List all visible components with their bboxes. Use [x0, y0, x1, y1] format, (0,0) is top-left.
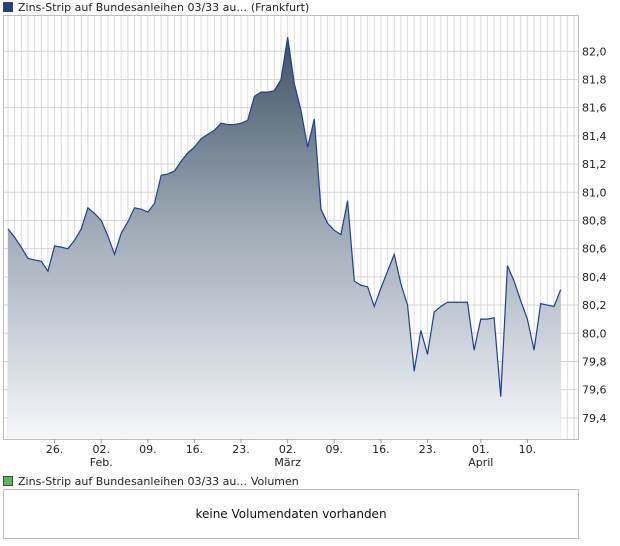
volume-legend: Zins-Strip auf Bundesanleihen 03/33 au..… — [3, 474, 299, 488]
y-tick-label: 81,2 — [582, 158, 607, 171]
price-legend-swatch — [3, 2, 13, 12]
y-tick-label: 80,2 — [582, 299, 607, 312]
price-area-fill — [8, 37, 561, 440]
y-tick-label: 79,6 — [582, 384, 607, 397]
y-tick-label: 81,8 — [582, 73, 607, 86]
volume-legend-swatch — [3, 476, 13, 486]
x-month-label: April — [468, 456, 493, 469]
y-tick-label: 82,0 — [582, 45, 607, 58]
price-chart: ECK 79,4 79,6 79,8 80,0 80,2 80,4 80,6 80,8 81,0… — [4, 16, 607, 469]
y-tick-label: 81,0 — [582, 186, 607, 199]
x-tick-label: 23. — [232, 443, 250, 456]
price-legend: Zins-Strip auf Bundesanleihen 03/33 au..… — [3, 0, 309, 14]
price-legend-title: Zins-Strip auf Bundesanleihen 03/33 au..… — [18, 0, 247, 14]
x-month-label: März — [274, 456, 301, 469]
price-series-line — [7, 37, 562, 397]
watermark-text: ECK — [345, 227, 394, 252]
y-tick-label: 80,4 — [582, 271, 607, 284]
x-tick-label: 02. — [279, 443, 297, 456]
y-tick-label: 81,4 — [582, 130, 607, 143]
x-tick-label: 10. — [519, 443, 537, 456]
y-axis: 79,4 79,6 79,8 80,0 80,2 80,4 80,6 80,8 81,0 81,2… — [582, 45, 607, 425]
x-tick-label: 26. — [46, 443, 64, 456]
x-tick-label: 16. — [372, 443, 390, 456]
y-tick-label: 79,8 — [582, 355, 607, 368]
x-tick-label: 16. — [186, 443, 204, 456]
x-tick-label: 09. — [139, 443, 157, 456]
x-tick-label: 09. — [326, 443, 344, 456]
y-tick-label: 80,0 — [582, 327, 607, 340]
x-month-label: Feb. — [90, 456, 113, 469]
volume-legend-title: Zins-Strip auf Bundesanleihen 03/33 au..… — [18, 474, 247, 488]
y-tick-label: 80,6 — [582, 243, 607, 256]
x-tick-label: 23. — [419, 443, 437, 456]
y-tick-label: 80,8 — [582, 214, 607, 227]
y-tick-label: 81,6 — [582, 102, 607, 115]
price-legend-exchange: (Frankfurt) — [250, 0, 310, 14]
y-tick-label: 79,4 — [582, 412, 607, 425]
x-tick-label: 01. — [472, 443, 490, 456]
volume-panel: keine Volumendaten vorhanden — [3, 489, 579, 539]
x-tick-label: 02. — [92, 443, 110, 456]
volume-legend-label: Volumen — [250, 474, 299, 488]
no-volume-message: keine Volumendaten vorhanden — [195, 507, 387, 521]
